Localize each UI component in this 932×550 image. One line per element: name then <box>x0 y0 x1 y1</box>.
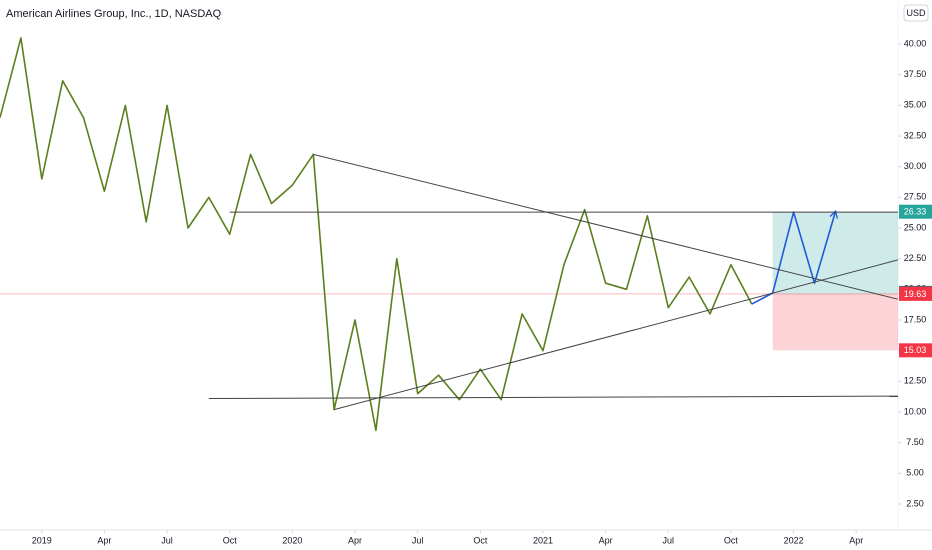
x-tick-label: Oct <box>724 535 739 545</box>
stop-tag-bg <box>899 343 932 358</box>
stop-tag: 15.03 <box>904 345 927 355</box>
zigzag-line <box>0 37 753 432</box>
y-tick-label: 40.00 <box>904 38 927 48</box>
chart-title: American Airlines Group, Inc., 1D, NASDA… <box>6 8 222 20</box>
trend-line <box>333 259 899 411</box>
x-tick-label: Jul <box>161 535 173 545</box>
x-tick-label: 2022 <box>784 535 804 545</box>
stop-zone <box>772 293 898 351</box>
x-tick-label: Apr <box>599 535 613 545</box>
target-tag: 26.33 <box>904 207 927 217</box>
y-tick-label: 17.50 <box>904 314 927 324</box>
y-tick-label: 35.00 <box>904 100 927 110</box>
x-tick-label: Apr <box>348 535 362 545</box>
x-tick-label: 2019 <box>32 535 52 545</box>
x-tick-label: Oct <box>473 535 488 545</box>
currency-box[interactable] <box>903 4 929 22</box>
x-tick-label: 2021 <box>533 535 553 545</box>
currency: USD <box>906 8 926 18</box>
x-tick-label: 2020 <box>282 535 302 545</box>
x-tick-label: Oct <box>223 535 238 545</box>
y-tick-label: 5.00 <box>906 468 924 478</box>
y-tick-label: 25.00 <box>904 222 927 232</box>
y-tick-label: 27.50 <box>904 192 927 202</box>
y-tick-label: 22.50 <box>904 253 927 263</box>
trend-line <box>313 153 899 300</box>
y-tick-label: 12.50 <box>904 376 927 386</box>
y-tick-label: 10.00 <box>904 406 927 416</box>
target-zone <box>772 211 898 294</box>
y-tick-label: 7.50 <box>906 437 924 447</box>
trend-line <box>208 395 899 399</box>
entry-tag-bg <box>899 286 932 301</box>
entry-tag: 19.63 <box>904 289 927 299</box>
y-tick-label: 37.50 <box>904 69 927 79</box>
x-tick-label: Jul <box>663 535 675 545</box>
x-tick-label: Apr <box>849 535 863 545</box>
y-tick-label: 2.50 <box>906 498 924 508</box>
y-tick-label: 32.50 <box>904 130 927 140</box>
y-tick-label: 30.00 <box>904 161 927 171</box>
x-tick-label: Jul <box>412 535 424 545</box>
target-tag-bg <box>899 204 932 219</box>
x-tick-label: Apr <box>97 535 111 545</box>
